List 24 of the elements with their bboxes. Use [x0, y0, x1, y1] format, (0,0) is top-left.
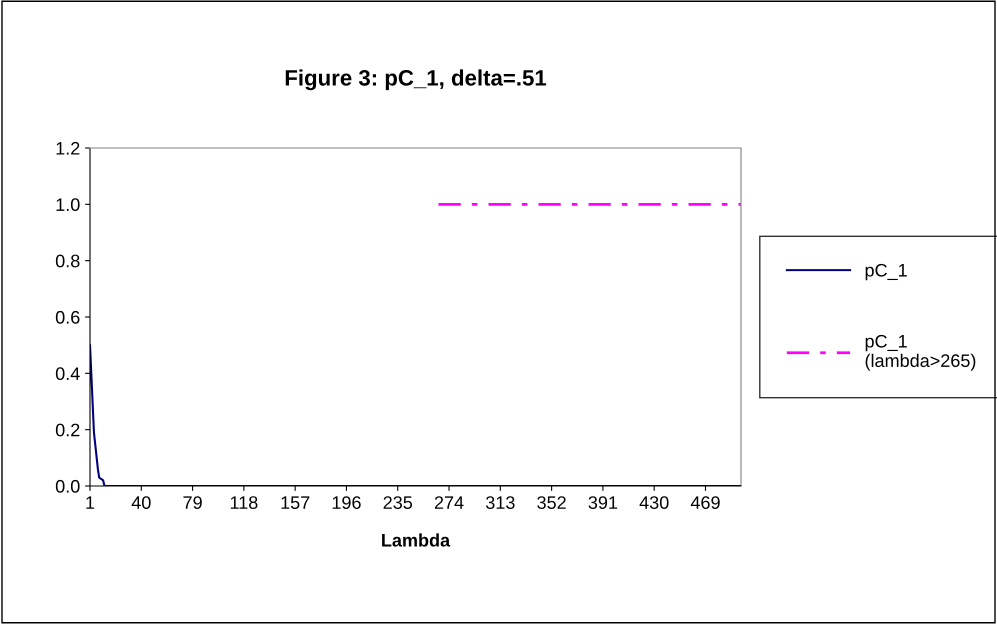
y-tick-label: 0.8	[56, 254, 80, 268]
x-tick-label: 352	[537, 496, 566, 509]
legend-label: pC_1	[866, 264, 907, 280]
y-tick-label: 0.6	[56, 310, 80, 324]
y-tick-label: 0.4	[56, 367, 80, 380]
x-tick-label: 157	[281, 496, 310, 509]
x-tick-label: 79	[183, 496, 202, 509]
x-tick-label: 1	[86, 496, 94, 509]
x-tick-label: 196	[332, 496, 361, 509]
y-tick-label: 0.2	[56, 424, 80, 436]
x-tick-label: 118	[230, 496, 258, 509]
x-tick-label: 313	[486, 496, 515, 509]
x-tick-label: 274	[434, 496, 464, 509]
y-tick-label: 1.2	[56, 142, 80, 155]
x-tick-label: 235	[384, 496, 412, 509]
y-tick-label: 1.0	[56, 198, 80, 212]
x-tick-label: 391	[588, 496, 618, 509]
legend-label: pC_1 (lambda>265)	[866, 334, 976, 371]
x-tick-label: 430	[640, 496, 669, 509]
x-axis-title: Lambda	[382, 533, 450, 547]
y-tick-label: 0.0	[56, 480, 80, 493]
chart-title: Figure 3: pC_1, delta=.51	[286, 69, 546, 90]
x-tick-label: 469	[690, 496, 720, 509]
x-tick-label: 40	[132, 496, 151, 509]
